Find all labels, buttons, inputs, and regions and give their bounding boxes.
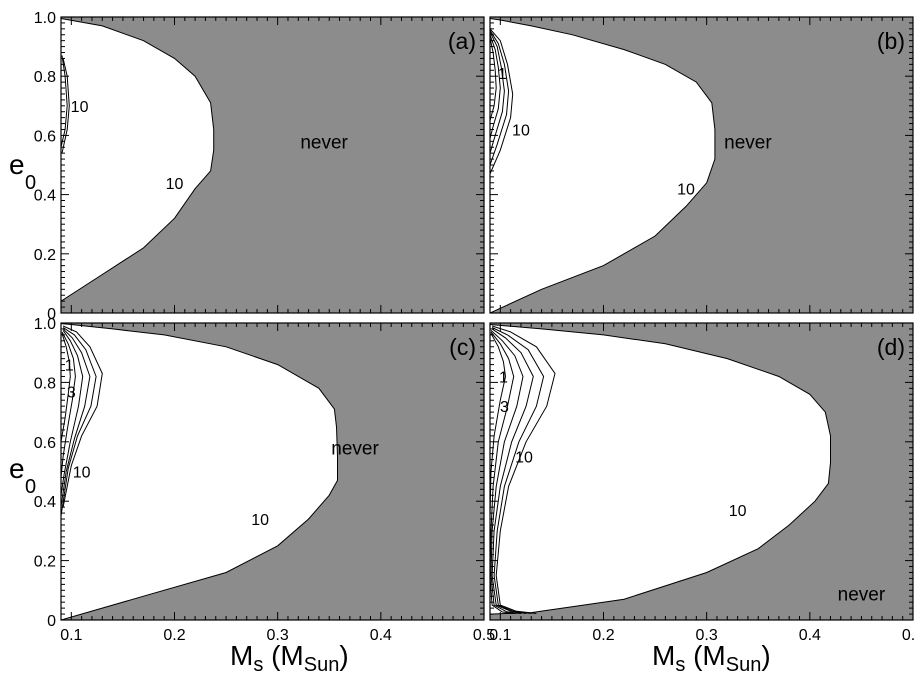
panel-plot-c (61, 323, 338, 620)
y-axis-title-main-c: e (9, 453, 25, 484)
y-axis-title-sub-a: 0 (25, 172, 36, 194)
x-main: M (652, 640, 675, 671)
x-tick-label-c: 0.3 (267, 627, 289, 644)
contour-label-c: 10 (73, 465, 91, 482)
y-tick-label-c: 0.8 (34, 375, 56, 392)
panel-b: 1 10 10 never (b) (489, 16, 914, 314)
panel-label-b: (b) (877, 28, 905, 54)
x-tick-label-c: 0.4 (370, 627, 392, 644)
contour-line-c-0 (62, 325, 103, 508)
contour-label-c: 1 (65, 358, 74, 375)
contour-label-b: 10 (677, 182, 695, 199)
region-label-never-a: never (300, 132, 348, 153)
region-label-never-d: never (838, 584, 886, 605)
contour-label-b: 10 (512, 122, 530, 139)
x-open: (M (685, 640, 725, 671)
x-tick-label-c: 0.2 (163, 627, 185, 644)
y-tick-label-c: 1.0 (34, 316, 56, 333)
panel-label-c: (c) (449, 334, 476, 360)
x-sub: s (675, 654, 685, 676)
panel-label-d: (d) (877, 334, 905, 360)
contour-line-c-5 (61, 333, 71, 442)
x-unit-sub: Sun (304, 654, 340, 676)
contour-line-b-4 (490, 37, 497, 121)
y-tick-label-a: 0.8 (34, 69, 56, 86)
x-tick-label-d: 0.5 (902, 627, 916, 644)
x-axis-title-d: Ms (MSun) (652, 640, 771, 676)
contour-label-a: 10 (166, 176, 184, 193)
panel-label-a: (a) (448, 28, 476, 54)
panel-a: 0 0.2 0.4 0.6 0.8 1.0 10 10 never (a) (34, 10, 485, 323)
x-axis-title-c: Ms (MSun) (230, 640, 349, 676)
x-tick-label-c: 0.5 (473, 627, 495, 644)
panel-plot-a (61, 17, 215, 302)
panel-plot-d (490, 323, 831, 615)
x-tick-label-c: 0.1 (60, 627, 82, 644)
y-axis-title: e 0 e 0 (9, 149, 36, 498)
x-close: ) (761, 640, 770, 671)
contour-line-b-3 (490, 34, 501, 139)
allowed-region-c (61, 323, 338, 620)
y-tick-label-a: 0.2 (34, 247, 56, 264)
contour-line-b-0 (490, 28, 514, 175)
x-axis-title-main-c: Ms (MSun) (230, 640, 349, 676)
x-main: M (230, 640, 253, 671)
y-tick-label-c: 0.4 (34, 494, 56, 511)
x-axis-title-main-d: Ms (MSun) (652, 640, 771, 676)
y-tick-label-a: 1.0 (34, 10, 56, 27)
contour-label-c: 3 (67, 384, 76, 401)
contour-label-c: 10 (251, 512, 269, 529)
x-unit-sub: Sun (726, 654, 762, 676)
contour-line-c-3 (61, 330, 84, 496)
contour-label-a: 10 (71, 99, 89, 116)
y-tick-label-a: 0 (47, 306, 56, 323)
contour-line-b-1 (490, 30, 510, 166)
panel-d: 0.1 0.2 0.3 0.4 0.5 1 3 10 10 never (d) (489, 322, 916, 644)
y-tick-label-a: 0.6 (34, 128, 56, 145)
panels: 00.20.40.60.81.01010never(a)11010never(b… (34, 10, 916, 644)
contour-line-c-1 (61, 327, 97, 517)
panel-c: 0 0.2 0.4 0.6 0.8 1.0 0.1 0.2 0.3 0.4 0.5 1 3 10 10 nev… (34, 316, 495, 644)
x-sub: s (253, 654, 263, 676)
contour-line-a-0 (61, 58, 70, 154)
y-axis-title-sub-c: 0 (25, 476, 36, 498)
contour-label-d: 10 (515, 450, 533, 467)
contour-label-b: 1 (498, 66, 507, 83)
allowed-region-b (490, 17, 716, 313)
x-tick-label-d: 0.2 (592, 627, 614, 644)
allowed-region-d (490, 323, 831, 615)
region-label-never-b: never (724, 132, 772, 153)
y-tick-label-c: 0 (47, 613, 56, 630)
contour-line-c-4 (61, 331, 76, 478)
x-tick-label-d: 0.3 (696, 627, 718, 644)
contour-label-d: 1 (499, 369, 508, 386)
allowed-region-a (61, 17, 215, 302)
y-tick-label-c: 0.2 (34, 554, 56, 571)
contour-line-d-3 (490, 330, 524, 614)
panel-plot-b (490, 17, 716, 313)
x-close: ) (339, 640, 348, 671)
contour-line-c-2 (61, 328, 91, 508)
x-tick-label-d: 0.1 (489, 627, 511, 644)
y-tick-label-c: 0.6 (34, 435, 56, 452)
contour-line-d-0 (491, 325, 556, 614)
contour-label-d: 3 (500, 399, 509, 416)
contour-line-d-2 (491, 328, 534, 614)
x-tick-label-d: 0.4 (799, 627, 821, 644)
x-open: (M (263, 640, 303, 671)
y-axis-title-main-a: e (9, 149, 25, 180)
region-label-never-c: never (331, 439, 379, 460)
contour-line-d-1 (491, 327, 545, 614)
contour-label-d: 10 (729, 503, 747, 520)
contour-line-d-4 (490, 331, 516, 614)
y-tick-label-a: 0.4 (34, 188, 56, 205)
